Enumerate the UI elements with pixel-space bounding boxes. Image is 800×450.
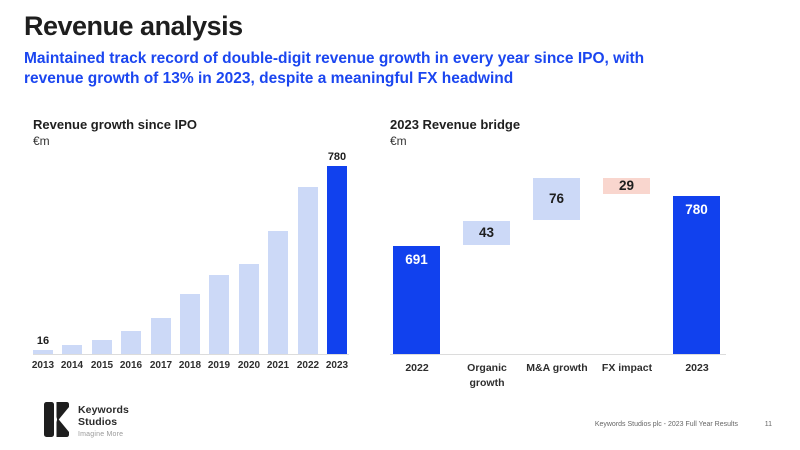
bridge-bar-organic-growth: 43 [463, 220, 510, 245]
revenue-bridge-chart: 2023 Revenue bridge €m 691 2022 43 Organic … [390, 117, 735, 389]
bridge-x-label-organic-growth: Organic growth [467, 361, 507, 389]
logo-name-line1: Keywords [78, 404, 129, 416]
bridge-bar-m-a-growth: 76 [533, 177, 580, 220]
revenue-growth-plot: 16 2013 2014 2015 2016 2017 2018 2019 2020 2021 20… [32, 151, 349, 371]
chart-unit: €m [390, 133, 407, 148]
growth-bar-2018 [180, 293, 200, 354]
growth-bar-2020 [239, 263, 259, 354]
growth-x-label-2017: 2017 [149, 359, 173, 371]
bridge-value-label-fx-impact: 29 [618, 178, 635, 194]
chart-title: 2023 Revenue bridge [390, 117, 521, 132]
page-title: Revenue analysis [24, 11, 243, 41]
growth-bar-2019 [209, 274, 229, 354]
growth-x-label-2020: 2020 [237, 359, 261, 371]
growth-bar-2017 [151, 317, 171, 354]
logo-name-line2: Studios [78, 416, 118, 429]
footer-document-reference: Keywords Studios plc - 2023 Full Year Re… [594, 421, 738, 428]
bridge-bar-2023: 780 [673, 195, 720, 354]
growth-x-label-2016: 2016 [119, 359, 143, 371]
bridge-x-label-fx-impact: FX impact [601, 361, 653, 374]
growth-x-label-2014: 2014 [60, 359, 84, 371]
growth-value-label-2023: 780 [327, 150, 347, 163]
growth-bar-2023 [327, 165, 347, 354]
growth-x-label-2023: 2023 [325, 359, 349, 371]
logo-tagline: Imagine More [78, 430, 124, 438]
growth-x-label-2022: 2022 [296, 359, 320, 371]
chart-title: Revenue growth since IPO [33, 117, 197, 132]
revenue-bridge-plot: 691 2022 43 Organic growth 76 M&A growth 29 FX … [390, 152, 726, 389]
subtitle: Maintained track record of double-digit … [24, 49, 645, 87]
growth-bar-2021 [268, 230, 288, 354]
logo-text: Keywords Studios Imagine More [78, 402, 129, 438]
chart-unit: €m [33, 133, 50, 148]
keywords-studios-logo: Keywords Studios Imagine More [44, 402, 129, 438]
bridge-value-label-organic-growth: 43 [478, 225, 495, 241]
bridge-value-label-2022: 691 [405, 251, 428, 267]
slide-header: Revenue analysis Maintained track record… [24, 11, 764, 89]
growth-x-label-2015: 2015 [90, 359, 114, 371]
growth-bar-2013 [33, 349, 53, 354]
bridge-bar-2022: 691 [393, 245, 440, 354]
keywords-k-icon [44, 402, 69, 437]
bridge-bar-fx-impact: 29 [603, 177, 650, 194]
growth-x-label-2019: 2019 [207, 359, 231, 371]
bridge-x-label-m-a-growth: M&A growth [526, 361, 588, 374]
growth-bar-2014 [62, 344, 82, 354]
growth-bar-2022 [298, 186, 318, 354]
growth-x-label-2013: 2013 [31, 359, 55, 371]
growth-bar-2016 [121, 330, 141, 354]
page-number: 11 [764, 421, 772, 428]
growth-bar-2015 [92, 339, 112, 354]
growth-value-label-2013: 16 [36, 334, 50, 347]
bridge-value-label-2023: 780 [685, 201, 708, 217]
growth-x-label-2021: 2021 [266, 359, 290, 371]
bridge-value-label-m-a-growth: 76 [548, 191, 565, 207]
bridge-x-label-2022: 2022 [405, 361, 429, 374]
revenue-growth-chart: Revenue growth since IPO €m 16 2013 2014 20… [32, 117, 363, 371]
growth-x-label-2018: 2018 [178, 359, 202, 371]
bridge-x-label-2023: 2023 [685, 361, 709, 374]
